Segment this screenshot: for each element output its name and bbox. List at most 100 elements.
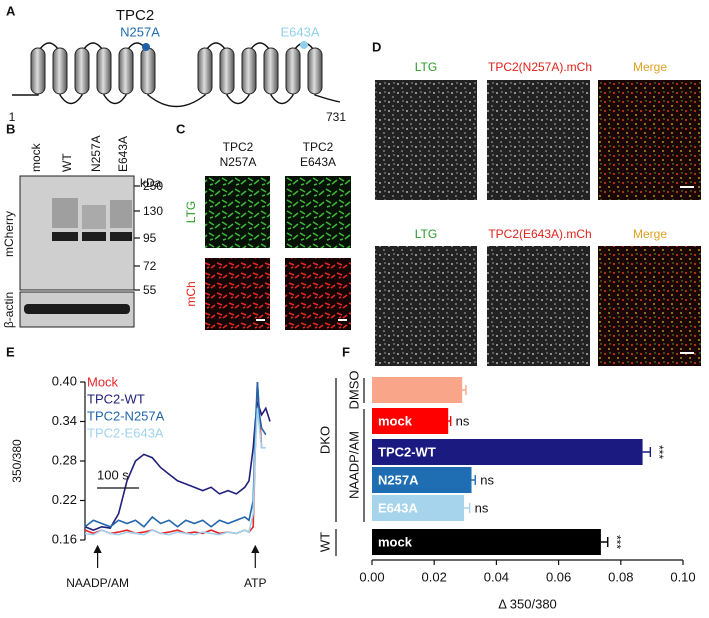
panel-letter: D <box>372 39 381 54</box>
scale-bar-label: 100 s <box>97 467 129 482</box>
error-bar <box>600 537 609 547</box>
micrograph <box>375 246 477 366</box>
column-label: N257A <box>220 155 257 169</box>
error-bar <box>642 447 652 457</box>
mutation-site <box>300 41 308 49</box>
x-tick-label: 0.04 <box>484 569 509 584</box>
group-label: NAADP/AM <box>346 431 361 499</box>
mutation-label: N257A <box>120 24 160 39</box>
error-bar <box>464 503 471 513</box>
micrograph <box>487 246 590 366</box>
x-tick-label: 0.08 <box>608 569 633 584</box>
micrograph <box>285 258 351 330</box>
column-label: TPC2 <box>303 140 334 154</box>
y-tick-label: 0.34 <box>52 413 77 428</box>
panel-title: TPC2 <box>116 7 154 24</box>
annotation-label: ATP <box>244 576 266 590</box>
marker-label: 95 <box>143 231 157 245</box>
bar-label: E643A <box>378 500 418 515</box>
lane-label: mock <box>29 142 43 172</box>
blot-label: β-actin <box>2 292 16 328</box>
bar-label: mock <box>378 534 413 549</box>
column-label: Merge <box>633 60 667 74</box>
panel-letter: F <box>342 344 350 359</box>
group-brackets <box>335 378 365 556</box>
marker-label: 72 <box>143 259 157 273</box>
micrograph <box>487 80 590 200</box>
bar-label: TPC2-WT <box>378 444 436 459</box>
blot-band <box>24 304 130 314</box>
legend-entry: TPC2-E643A <box>87 425 164 440</box>
error-bar <box>471 475 476 485</box>
bar <box>372 439 643 465</box>
bar <box>372 495 465 521</box>
marker-label: 130 <box>143 204 163 218</box>
x-tick-label: 0.00 <box>359 569 384 584</box>
micrograph <box>205 176 270 248</box>
column-label: TPC2(E643A).mCh <box>488 227 591 241</box>
transmembrane-helices <box>30 47 323 95</box>
significance: ns <box>456 413 470 428</box>
residue-label: 731 <box>326 110 346 124</box>
micrograph <box>285 176 351 248</box>
x-tick-label: 0.10 <box>670 569 695 584</box>
group-label: DMSO <box>346 371 361 410</box>
row-label: LTG <box>184 201 198 223</box>
mutation-label: E643A <box>280 24 319 39</box>
mutation-site <box>142 43 150 51</box>
y-tick-label: 0.22 <box>52 492 77 507</box>
significance: ns <box>480 472 494 487</box>
significance: *** <box>610 535 624 549</box>
blot-bands <box>52 198 132 241</box>
legend-entry: TPC2-WT <box>87 391 145 406</box>
line-series <box>84 408 266 536</box>
error-bar <box>462 385 467 395</box>
legend-entry: Mock <box>87 374 119 389</box>
line-series <box>84 381 263 535</box>
y-tick-label: 0.40 <box>52 373 77 388</box>
panel-letter: B <box>6 121 15 136</box>
bar <box>372 529 601 555</box>
unit-label: kDa <box>140 176 162 190</box>
row-label: mCh <box>184 281 198 306</box>
y-axis-label: 350/380 <box>10 439 24 483</box>
group-label: DKO <box>317 426 332 454</box>
column-label: TPC2(N257A).mCh <box>488 60 592 74</box>
lane-label: E643A <box>116 136 130 172</box>
column-label: LTG <box>415 227 437 241</box>
column-label: TPC2 <box>223 140 254 154</box>
group-label: WT <box>317 532 332 552</box>
scale-bar <box>338 319 347 321</box>
lane-label: N257A <box>89 135 103 172</box>
y-tick-label: 0.16 <box>52 531 77 546</box>
topology-line <box>12 42 341 108</box>
micrograph <box>375 80 477 200</box>
micrograph <box>598 246 701 366</box>
y-tick-label: 0.28 <box>52 452 77 467</box>
column-label: Merge <box>633 227 667 241</box>
panel-letter: C <box>176 121 186 136</box>
x-tick-label: 0.02 <box>422 569 447 584</box>
micrograph <box>598 80 701 200</box>
bar <box>372 467 472 493</box>
scale-bar <box>680 352 694 354</box>
column-label: LTG <box>415 60 437 74</box>
column-label: E643A <box>300 155 336 169</box>
marker-label: 55 <box>143 283 157 297</box>
legend-entry: TPC2-N257A <box>87 408 165 423</box>
bar <box>372 408 449 434</box>
significance: ns <box>475 500 489 515</box>
scale-bar <box>680 186 694 188</box>
annotation-label: NAADP/AM <box>66 576 129 590</box>
scale-bar <box>256 319 265 321</box>
micrograph <box>205 258 270 330</box>
blot-label: mCherry <box>2 211 16 257</box>
lane-label: WT <box>60 153 74 172</box>
error-bar <box>448 416 452 426</box>
bar-label: mock <box>378 413 413 428</box>
panel-letter: E <box>6 344 15 359</box>
x-axis-label: Δ 350/380 <box>498 596 557 611</box>
residue-label: 1 <box>9 110 16 124</box>
marker-label: 250 <box>143 179 163 193</box>
